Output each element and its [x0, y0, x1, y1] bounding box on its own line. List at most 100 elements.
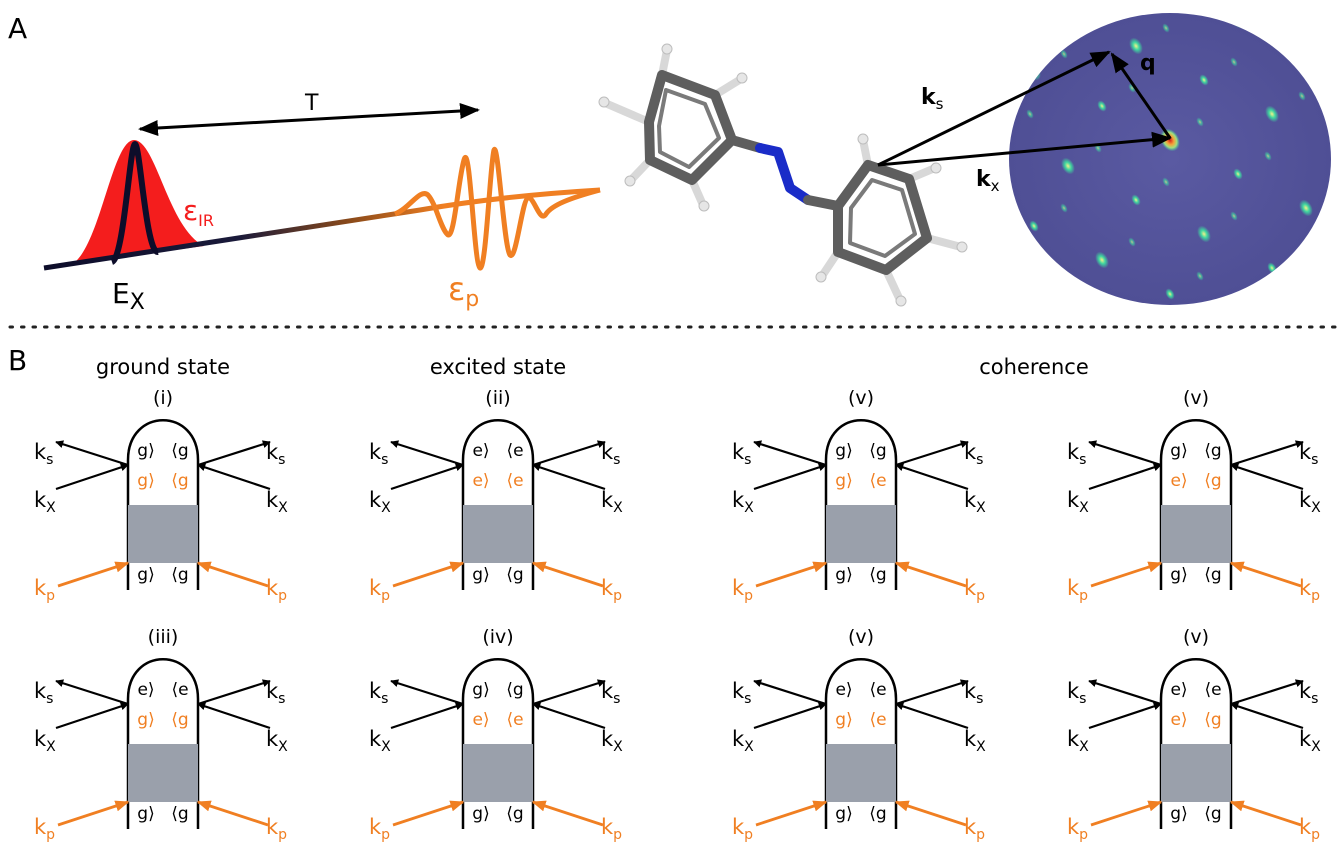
bra-label: ⟨e: [869, 710, 886, 730]
ks-wave-arrow: [532, 679, 606, 706]
kx-label: kX: [732, 488, 754, 516]
ket-label: g⟩: [472, 804, 489, 824]
diffraction-spot: [1330, 291, 1339, 313]
ket-label: g⟩: [472, 680, 489, 700]
ks-label: ks: [266, 440, 285, 468]
diagram-outline: [461, 419, 535, 590]
ks-label: ks: [369, 679, 388, 707]
diffraction-spot: [1126, 343, 1145, 365]
beam-axis: [43, 187, 601, 271]
ket-label: g⟩: [137, 565, 154, 585]
diffraction-spot: [1029, 220, 1039, 232]
diffraction-spot: [1097, 100, 1107, 112]
kx-wave-arrow: [753, 702, 827, 730]
ket-label: g⟩: [1170, 804, 1187, 824]
diagram-outline: [1159, 419, 1233, 590]
diffraction-spot: [1299, 199, 1313, 217]
ket-label: e⟩: [1170, 710, 1187, 730]
diffraction-spot: [1232, 475, 1245, 489]
ks-label: ks: [34, 679, 53, 707]
diagram-outline: [126, 419, 200, 590]
diffraction-spot: [1162, 23, 1170, 33]
kp-wave-arrow: [894, 800, 967, 827]
section-title-excited: excited state: [430, 355, 566, 379]
bra-label: ⟨g: [506, 565, 523, 585]
ket-label: e⟩: [472, 441, 489, 461]
bra-label: ⟨g: [1204, 565, 1221, 585]
ks-wave-arrow: [390, 679, 464, 706]
diffraction-spot: [957, 228, 967, 240]
diffraction-spot: [820, 113, 839, 135]
diffraction-spot: [889, 40, 899, 52]
kx-wave-arrow: [197, 702, 271, 730]
kx-wave-arrow: [55, 702, 129, 730]
diffraction-spot: [1199, 74, 1209, 86]
bra-label: ⟨g: [171, 565, 188, 585]
kp-wave-arrow: [531, 800, 604, 827]
diffraction-spot: [1165, 288, 1175, 300]
diffraction-spot: [1129, 37, 1143, 55]
ks-wave-arrow: [1230, 679, 1304, 706]
diffraction-spot: [1196, 271, 1204, 281]
bra-label: ⟨e: [1204, 680, 1221, 700]
kp-label: kp: [369, 576, 390, 604]
diffraction-spot: [1162, 177, 1170, 187]
kx-wave-arrow: [1230, 702, 1304, 730]
delay-label: T: [304, 91, 319, 116]
interaction-region: [463, 505, 533, 563]
kx-wave-arrow: [895, 702, 969, 730]
interaction-region: [826, 744, 896, 802]
kp-label: kp: [369, 815, 390, 843]
diffraction-spot: [1297, 398, 1307, 410]
kp-wave-arrow: [1229, 561, 1302, 588]
diffraction-spot: [956, 181, 975, 203]
diagram-id-label: (ii): [485, 387, 510, 409]
ks-label: ks: [964, 440, 983, 468]
panel-b-letter: B: [8, 344, 27, 377]
diagram-id-label: (v): [1183, 387, 1209, 409]
bra-label: ⟨e: [506, 441, 523, 461]
kp-wave-arrow: [1090, 561, 1163, 588]
ket-label: g⟩: [137, 471, 154, 491]
diagram-id-label: (v): [848, 626, 874, 648]
kp-label: kp: [732, 576, 753, 604]
panel-a: A T εIR EX εp: [8, 12, 1339, 489]
kp-wave-arrow: [57, 561, 130, 588]
kx-label: kX: [601, 488, 623, 516]
diagram-outline: [461, 658, 535, 829]
ks-wave-arrow: [197, 679, 271, 706]
section-title-coherence: coherence: [979, 355, 1089, 379]
kx-wave-arrow: [1088, 463, 1162, 491]
diffraction-spot: [1263, 304, 1273, 316]
feynman-diagram: (v) e⟩ ⟨e g⟩ ⟨e g⟩ ⟨g ks kX kp ks kX kp: [732, 626, 986, 843]
bra-label: ⟨g: [171, 710, 188, 730]
kx-wave-arrow: [895, 463, 969, 491]
diffraction-spot: [854, 207, 873, 229]
ks-wave-arrow: [753, 440, 827, 467]
diffraction-spot: [787, 220, 797, 232]
kp-label: kp: [34, 576, 55, 604]
feynman-diagram: (ii) e⟩ ⟨e e⟩ ⟨e g⟩ ⟨g ks kX kp ks kX kp: [369, 387, 623, 604]
diffraction-spot: [1197, 225, 1211, 243]
ks-label: ks: [732, 679, 751, 707]
ket-label: g⟩: [835, 441, 852, 461]
panel-a-letter: A: [8, 12, 27, 45]
diffraction-spot: [752, 233, 771, 255]
kx-label: kX: [266, 488, 288, 516]
ket-label: e⟩: [472, 710, 489, 730]
feynman-diagram: (v) e⟩ ⟨e e⟩ ⟨g g⟩ ⟨g ks kX kp ks kX kp: [1067, 626, 1321, 843]
diffraction-spot: [994, 125, 1007, 139]
ks-label: ks: [1299, 440, 1318, 468]
xray-pulse-label: EX: [112, 277, 145, 315]
feynman-diagram: (v) g⟩ ⟨g g⟩ ⟨e g⟩ ⟨g ks kX kp ks kX kp: [732, 387, 986, 604]
ket-label: g⟩: [137, 441, 154, 461]
ks-wave-arrow: [390, 440, 464, 467]
q-arrow: [1110, 52, 1172, 139]
ks-wave-arrow: [532, 440, 606, 467]
ket-label: g⟩: [1170, 441, 1187, 461]
diagram-id-label: (i): [153, 387, 173, 409]
bra-label: ⟨e: [506, 471, 523, 491]
interaction-region: [463, 744, 533, 802]
interaction-region: [128, 744, 198, 802]
